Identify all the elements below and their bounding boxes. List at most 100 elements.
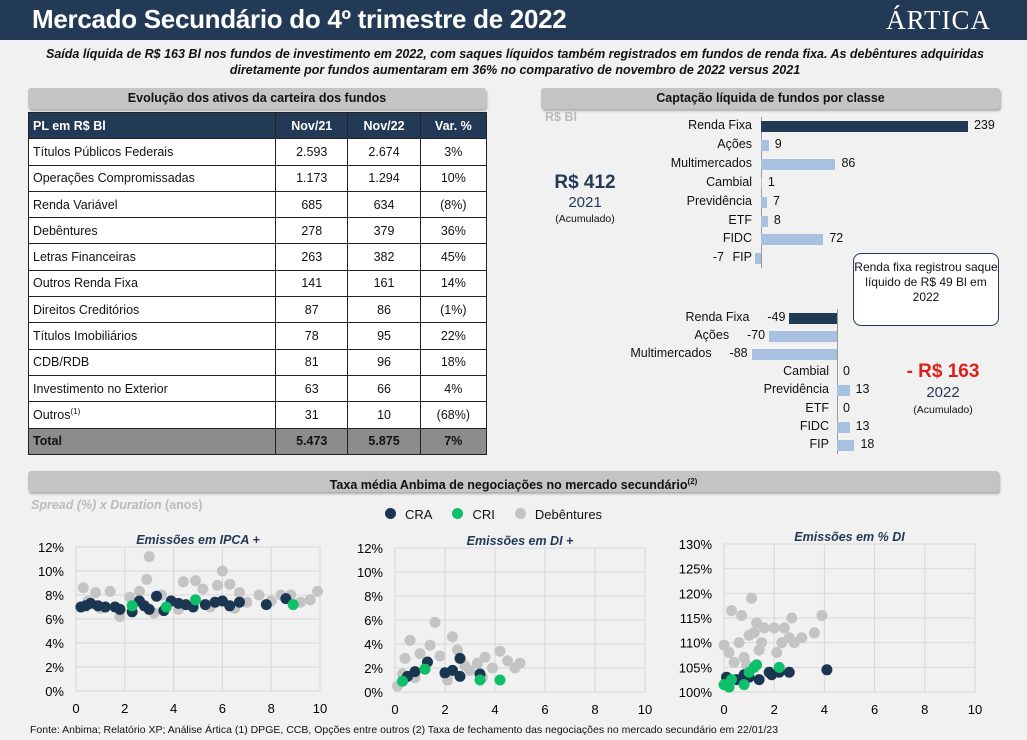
- bar-fidc: [761, 234, 824, 246]
- table-row: Operações Compromissadas 1.173 1.294 10%: [27, 164, 488, 192]
- assets-table: PL em R$ Bl Nov/21 Nov/22 Var. % Títulos Púb…: [27, 111, 488, 455]
- point-debentures: [464, 664, 476, 676]
- point-debentures: [424, 639, 436, 651]
- point-debentures: [778, 622, 790, 634]
- bar-value: 1: [767, 174, 775, 189]
- legend-item: Debêntures: [514, 507, 603, 522]
- point-cra: [280, 593, 292, 605]
- bar-category-label: Ações: [694, 328, 730, 343]
- legend-item: CRI: [452, 507, 495, 522]
- bar-value: -49: [767, 310, 786, 324]
- point-cra: [143, 603, 155, 615]
- y-tick-label: 2%: [364, 661, 383, 676]
- bar-category-label: FIP: [809, 436, 829, 451]
- table-cell: Renda Variável: [27, 190, 277, 219]
- table-cell: 36%: [419, 217, 488, 245]
- bar-value: 239: [973, 118, 995, 132]
- y-tick-label: 100%: [679, 685, 713, 700]
- table-row: Outros Renda Fixa 141 161 14%: [27, 269, 488, 298]
- point-debentures: [143, 551, 155, 563]
- y-tick-label: 0%: [45, 684, 64, 699]
- point-debentures: [447, 631, 458, 643]
- point-cra: [454, 670, 466, 682]
- year-2022: 2022: [926, 384, 960, 401]
- point-cra: [151, 590, 163, 602]
- point-debentures: [726, 605, 738, 617]
- x-tick-label: 6: [541, 702, 548, 717]
- x-tick-label: 6: [871, 702, 878, 717]
- x-tick-label: 2: [121, 701, 128, 716]
- table-cell: Debêntures: [27, 217, 277, 245]
- point-debentures: [190, 575, 202, 587]
- point-cri: [474, 674, 486, 686]
- point-debentures: [816, 610, 828, 622]
- table-cell: (8%): [419, 190, 488, 219]
- table-cell: 634: [347, 190, 421, 219]
- x-tick-label: 6: [219, 701, 226, 716]
- point-debentures: [104, 585, 116, 597]
- point-debentures: [216, 565, 228, 577]
- y-tick-label: 10%: [38, 564, 64, 579]
- bar-value: 18: [860, 436, 875, 451]
- bar-value: 8: [773, 212, 781, 227]
- footer-source: Fonte: Anbima; Relatório XP; Análise Árt…: [30, 724, 779, 736]
- bar-category-label: Previdência: [763, 382, 829, 397]
- table-cell: 3%: [419, 138, 488, 166]
- point-cra: [447, 664, 458, 676]
- y-tick-label: 12%: [38, 540, 64, 555]
- axis-caption-b: Duration: [110, 498, 162, 512]
- point-debentures: [768, 622, 780, 634]
- point-cra: [753, 674, 765, 686]
- point-debentures: [177, 576, 189, 588]
- point-debentures: [502, 655, 513, 667]
- table-cell: 14%: [419, 269, 488, 298]
- table-cell: (68%): [419, 401, 488, 429]
- table-cell: Var. %: [419, 111, 488, 140]
- table-cell: 66: [347, 374, 421, 403]
- y-tick-label: 105%: [679, 660, 713, 675]
- bar-multimercados: [761, 158, 836, 170]
- bar-category-label: FIDC: [722, 231, 752, 246]
- bar-previdência: [837, 385, 850, 397]
- x-tick-label: 2: [441, 702, 448, 717]
- point-debentures: [212, 579, 224, 591]
- bar-value: 7: [773, 193, 780, 208]
- table-cell: 685: [275, 190, 349, 219]
- table-cell: 45%: [419, 243, 488, 271]
- captacao-section-title: Captação líquida de fundos por classe: [541, 88, 1000, 109]
- table-cell: 31: [275, 401, 349, 429]
- table-cell: Títulos Públicos Federais: [27, 138, 277, 166]
- point-debentures: [786, 612, 798, 624]
- point-debentures: [479, 651, 491, 663]
- point-debentures: [736, 610, 748, 622]
- point-debentures: [253, 589, 265, 601]
- bar-category-label: Renda Fixa: [688, 118, 752, 132]
- bar-value: 86: [841, 155, 856, 170]
- bar-value: -7: [712, 250, 724, 265]
- point-debentures: [197, 583, 209, 595]
- bar-value: 9: [774, 136, 782, 151]
- table-cell: 10%: [419, 164, 488, 192]
- x-tick-label: 10: [638, 702, 652, 717]
- legend-label: CRA: [405, 507, 433, 522]
- point-debentures: [728, 656, 740, 668]
- bar-value: 13: [855, 382, 870, 397]
- table-cell: 10: [347, 401, 421, 429]
- point-cri: [126, 600, 138, 612]
- legend-label: Debêntures: [534, 507, 603, 522]
- table-cell: Letras Financeiras: [27, 243, 277, 271]
- unit-label: R$ Bl: [545, 110, 577, 124]
- summary-text: Saída líquida de R$ 163 Bl nos fundos de…: [46, 47, 984, 77]
- header-bar: [0, 0, 1027, 40]
- y-tick-label: 120%: [679, 586, 713, 601]
- table-cell: PL em R$ Bl: [27, 111, 277, 140]
- table-cell: Outros(1): [27, 401, 277, 429]
- table-cell: Nov/22: [347, 111, 421, 140]
- point-cri: [751, 659, 763, 671]
- table-cell: 1.173: [275, 164, 349, 192]
- table-cell: Direitos Creditórios: [27, 296, 277, 324]
- x-tick-label: 2: [771, 702, 778, 717]
- table-cell: 278: [275, 217, 349, 245]
- table-cell: 63: [275, 374, 349, 403]
- year-2021: 2021: [568, 194, 602, 211]
